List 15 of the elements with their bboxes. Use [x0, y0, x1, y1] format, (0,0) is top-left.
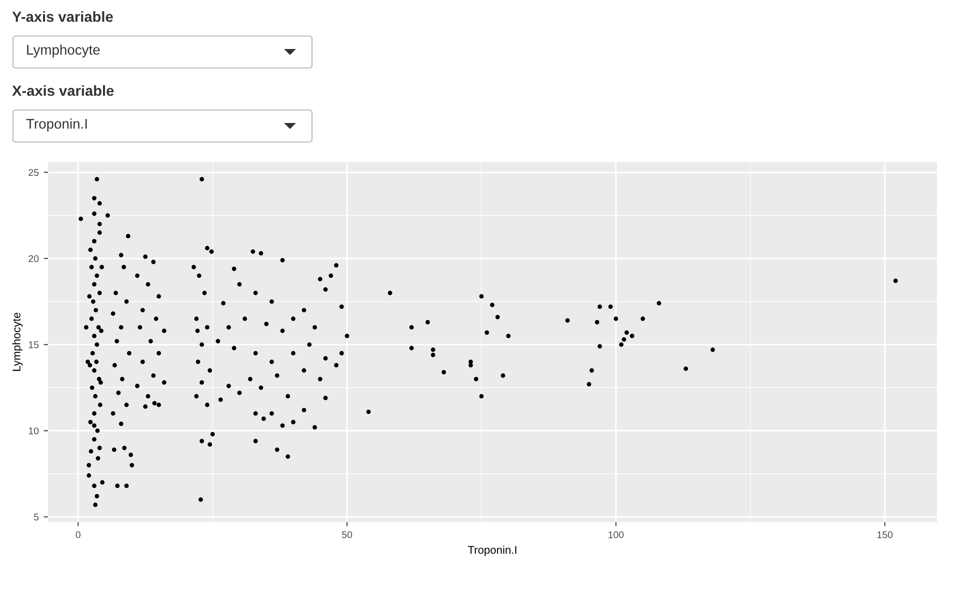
x-tick-label: 0: [76, 531, 80, 538]
x-tick-label: 50: [342, 531, 352, 538]
x-tick-label: 150: [877, 531, 893, 538]
y-tick-label: 25: [28, 169, 39, 176]
y-tick-label: 15: [28, 341, 39, 348]
x-tick-label: 100: [608, 531, 624, 538]
y-tick-label: 20: [28, 255, 39, 262]
y-axis-title: Lymphocyte: [12, 312, 23, 371]
text: Lymphocyte: [27, 44, 100, 58]
text: X-axis variable: [12, 85, 114, 96]
y-tick-label: 10: [28, 427, 39, 434]
y-tick-label: 5: [34, 514, 39, 520]
text: Troponin.I: [26, 118, 87, 132]
x-axis-title: Troponin.I: [468, 546, 516, 556]
text: Y-axis variable: [12, 11, 113, 22]
